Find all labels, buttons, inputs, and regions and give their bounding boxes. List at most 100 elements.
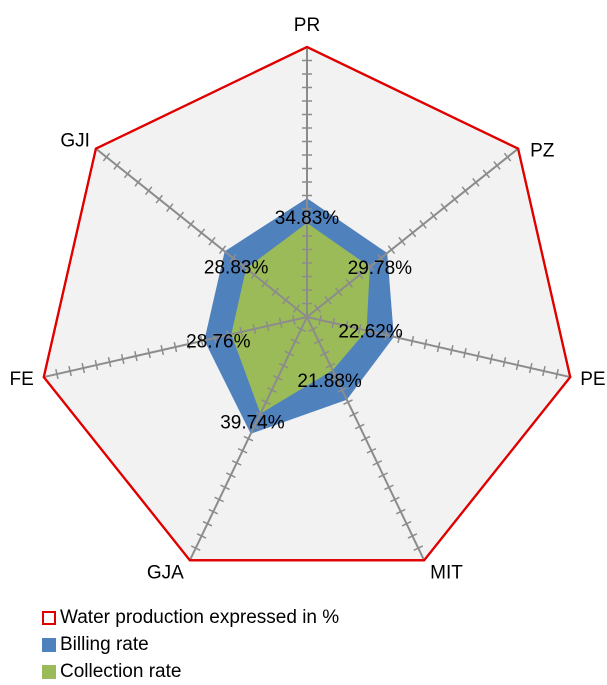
axis-tick: [354, 423, 365, 430]
axis-tick: [515, 360, 520, 371]
axis-tick: [378, 472, 388, 478]
axis-tick: [134, 351, 138, 362]
axis-tick: [555, 369, 559, 380]
axis-tick: [401, 520, 412, 527]
axis-tick: [357, 323, 362, 335]
axis-tick: [237, 447, 248, 454]
axis-tick: [187, 220, 195, 229]
axis-tick: [390, 496, 400, 503]
axis-tick: [482, 169, 491, 179]
data-label-gja: 39.74%: [220, 413, 285, 434]
axis-tick: [313, 338, 324, 345]
category-label-pe: PE: [580, 369, 605, 390]
axis-tick: [410, 335, 415, 347]
axis-tick: [208, 508, 219, 515]
axis-tick: [55, 369, 59, 380]
axis-tick: [440, 203, 448, 212]
axis-tick: [429, 211, 438, 221]
axis-tick: [377, 253, 385, 263]
axis-tick: [272, 374, 283, 381]
category-label-mit: MIT: [430, 562, 463, 583]
axis-tick: [325, 362, 336, 369]
legend-item-water-production: Water production expressed in %: [42, 604, 339, 631]
data-label-pz: 29.78%: [348, 258, 413, 279]
legend-label-billing-rate: Billing rate: [60, 633, 149, 655]
axis-tick: [229, 253, 237, 263]
axis-tick: [502, 357, 507, 368]
category-label-gji: GJI: [60, 131, 90, 152]
axis-tick: [176, 211, 185, 221]
data-labels: 34.83% 29.78% 22.62% 21.88% 39.74% 28.76% 28.8…: [186, 208, 412, 434]
axis-tick: [372, 460, 383, 466]
axis-tick: [366, 262, 375, 271]
radar-chart: PR PZ PE MIT GJA FE GJI 34.83% 29.78% 22.62% 21.8…: [9, 15, 605, 583]
axis-tick: [528, 363, 533, 374]
axis-tick: [503, 152, 512, 162]
axis-tick: [261, 399, 271, 405]
legend: Water production expressed in % Billing …: [42, 604, 339, 685]
axis-tick: [370, 326, 375, 338]
legend-swatch-water-production: [42, 610, 56, 625]
legend-item-collection-rate: Collection rate: [42, 658, 339, 685]
axis-tick: [68, 366, 72, 377]
legend-label-collection-rate: Collection rate: [60, 660, 182, 682]
axis-tick: [218, 245, 227, 255]
data-label-fe: 28.76%: [186, 331, 251, 352]
axis-tick: [476, 351, 480, 362]
axis-tick: [397, 332, 401, 344]
axis-tick: [313, 304, 322, 313]
axis-tick: [331, 374, 342, 381]
axis-tick: [226, 329, 230, 341]
axis-tick: [81, 363, 86, 374]
axis-tick: [366, 447, 377, 454]
axis-tick: [284, 350, 295, 357]
axis-tick: [384, 329, 388, 341]
axis-tick: [542, 366, 546, 377]
axis-tick: [190, 545, 201, 551]
axis-tick: [449, 345, 454, 356]
axis-tick: [214, 496, 224, 503]
axis-tick: [360, 435, 371, 442]
axis-tick: [94, 360, 99, 371]
axis-tick: [395, 508, 406, 515]
axis-tick: [337, 387, 347, 393]
axis-tick: [243, 435, 254, 442]
legend-label-water-production: Water production expressed in %: [60, 606, 340, 628]
axis-tick: [292, 304, 301, 313]
axis-tick: [451, 194, 459, 204]
axis-tick: [231, 460, 242, 466]
axis-tick: [166, 203, 174, 212]
axis-tick: [208, 236, 216, 246]
axis-tick: [282, 295, 290, 305]
axis-tick: [345, 278, 353, 288]
axis-tick: [160, 345, 165, 356]
axis-tick: [144, 186, 153, 196]
axis-tick: [186, 338, 191, 350]
axis-tick: [278, 362, 289, 369]
axis-tick: [436, 341, 441, 353]
axis-tick: [199, 335, 204, 347]
axis-tick: [290, 338, 301, 345]
data-label-gji: 28.83%: [204, 257, 269, 278]
axis-tick: [239, 262, 248, 271]
axis-tick: [239, 326, 244, 338]
data-label-mit: 21.88%: [297, 371, 362, 392]
axis-tick: [343, 399, 353, 405]
category-label-pr: PR: [294, 15, 320, 36]
legend-item-billing-rate: Billing rate: [42, 631, 339, 658]
axis-tick: [173, 341, 178, 353]
axis-tick: [107, 357, 112, 368]
axis-tick: [213, 332, 217, 344]
axis-tick: [252, 323, 257, 335]
axis-tick: [265, 320, 270, 332]
axis-tick: [384, 484, 394, 491]
axis-tick: [319, 350, 330, 357]
axis-tick: [463, 348, 467, 359]
axis-tick: [226, 472, 236, 478]
axis-tick: [419, 220, 427, 229]
axis-tick: [489, 354, 494, 365]
axis-tick: [349, 411, 359, 418]
axis-tick: [261, 278, 269, 288]
axis-tick: [472, 177, 480, 187]
axis-tick: [423, 338, 428, 350]
